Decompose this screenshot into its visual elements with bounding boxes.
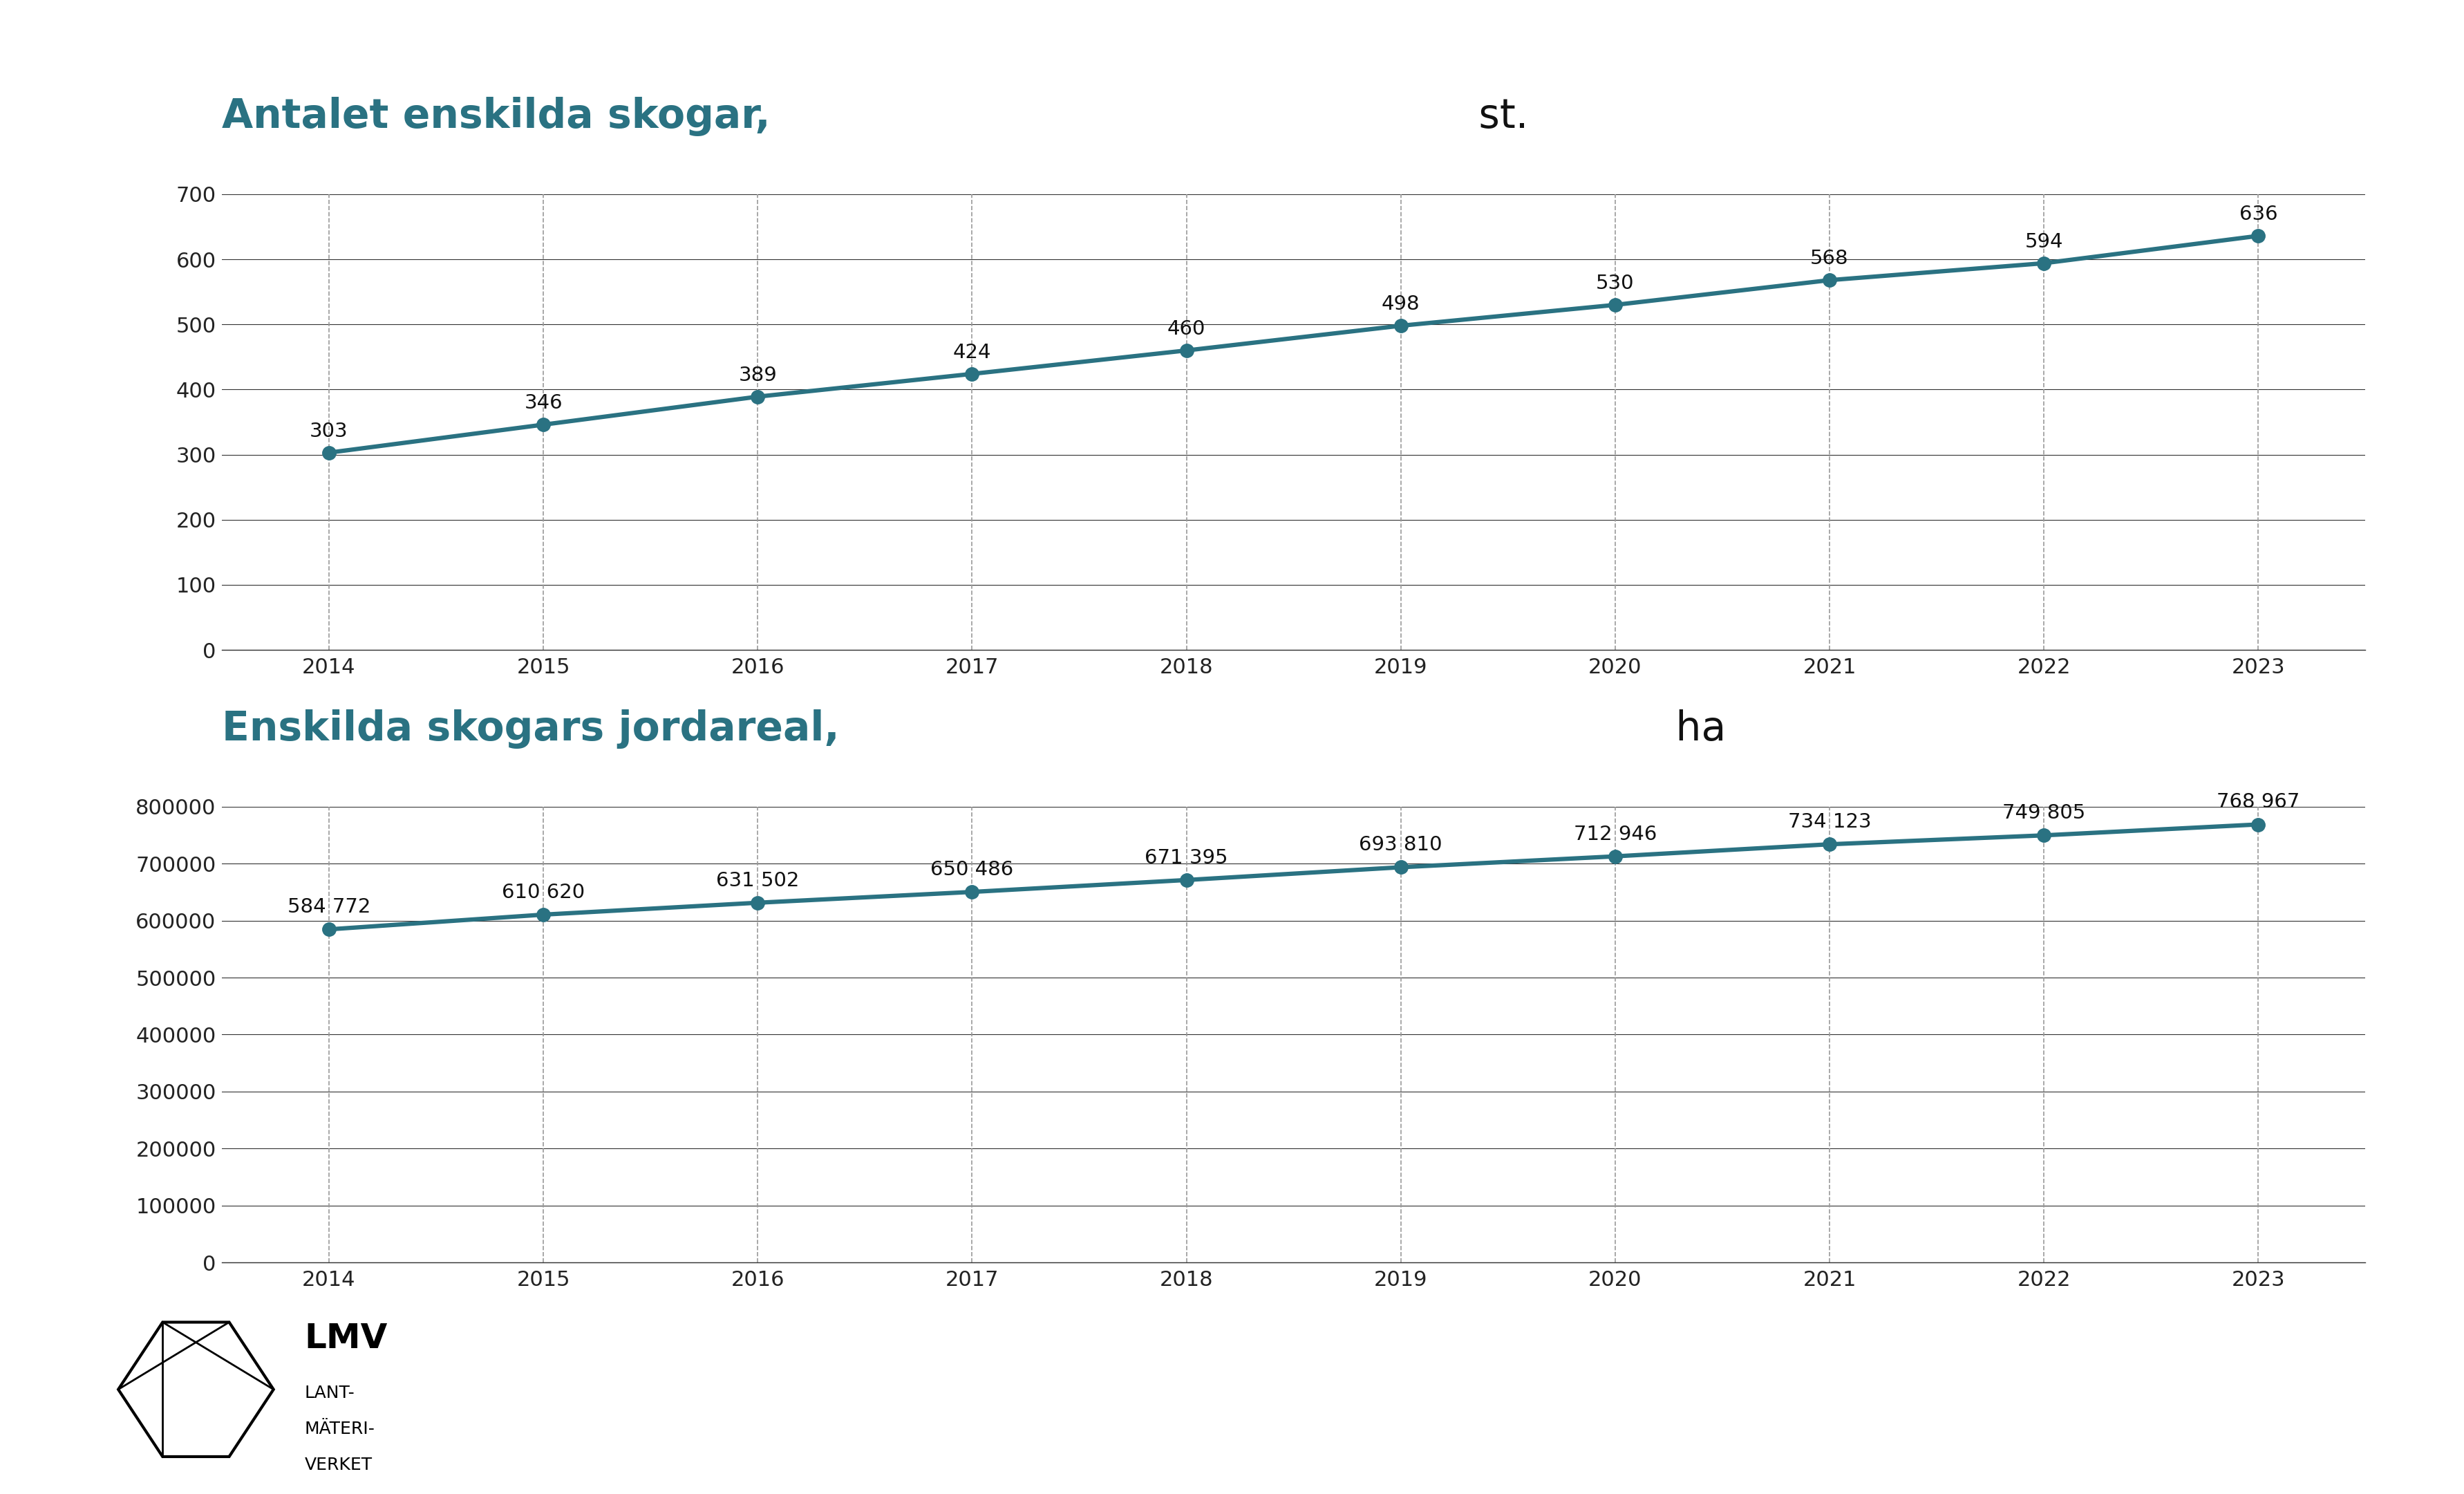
Text: 631 502: 631 502 — [717, 871, 798, 890]
Text: LMV: LMV — [306, 1322, 387, 1355]
Text: Antalet enskilda skogar,: Antalet enskilda skogar, — [222, 97, 771, 136]
Text: 530: 530 — [1597, 273, 1634, 293]
Text: st.: st. — [1466, 97, 1528, 136]
Text: ha: ha — [1663, 710, 1727, 748]
Text: 671 395: 671 395 — [1146, 849, 1227, 868]
Text: 389: 389 — [739, 366, 776, 385]
Text: 768 967: 768 967 — [2218, 792, 2299, 811]
Text: 568: 568 — [1811, 249, 1848, 269]
Text: 650 486: 650 486 — [931, 861, 1013, 880]
Text: 498: 498 — [1382, 294, 1419, 314]
Text: 584 772: 584 772 — [288, 898, 370, 917]
Text: Enskilda skogars jordareal,: Enskilda skogars jordareal, — [222, 710, 840, 748]
Text: 734 123: 734 123 — [1789, 813, 1870, 832]
Text: LANT-: LANT- — [306, 1385, 355, 1401]
Text: 610 620: 610 620 — [503, 883, 584, 902]
Text: MÄTERI-: MÄTERI- — [306, 1421, 375, 1437]
Text: 749 805: 749 805 — [2003, 804, 2085, 823]
Text: 693 810: 693 810 — [1360, 835, 1441, 855]
Text: VERKET: VERKET — [306, 1457, 372, 1473]
Text: 424: 424 — [954, 342, 991, 362]
Text: 346: 346 — [525, 393, 562, 412]
Text: 460: 460 — [1168, 320, 1205, 339]
Text: 303: 303 — [310, 421, 347, 441]
Text: 636: 636 — [2240, 205, 2277, 224]
Text: 594: 594 — [2025, 232, 2062, 251]
Text: 712 946: 712 946 — [1574, 825, 1656, 844]
